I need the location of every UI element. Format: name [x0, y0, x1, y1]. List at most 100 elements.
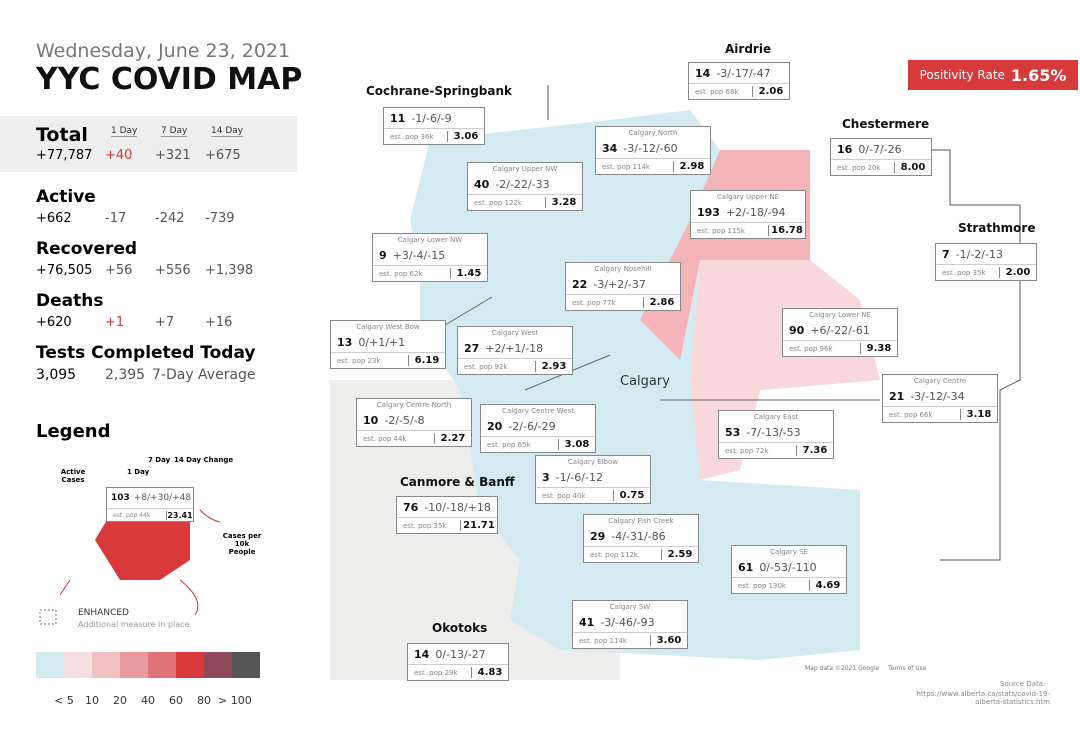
region-footer: est. pop 40k 0.75 [536, 487, 650, 503]
scale-label: < 5 [54, 694, 74, 707]
region-name: Calgary West [491, 329, 539, 337]
region-active: 21 [889, 389, 905, 403]
region-box: 11 -1/-6/-9 est. pop 36k 3.06 [383, 107, 485, 145]
positivity-badge: Positivity Rate 1.65% [908, 60, 1078, 90]
positivity-label: Positivity Rate [919, 68, 1005, 82]
region-rate: 1.45 [450, 268, 487, 279]
date: Wednesday, June 23, 2021 [36, 40, 291, 62]
legend-arrow [199, 509, 221, 523]
region-rate: 2.27 [434, 433, 471, 444]
region-changes: +2/-18/-94 [725, 205, 786, 219]
region-rate: 3.06 [447, 131, 484, 142]
region-pop: est. pop 40k [542, 491, 586, 500]
legend-day-label: 1 Day [127, 468, 150, 476]
region-pop: est. pop 66k [889, 410, 933, 419]
region-rate: 2.06 [752, 86, 789, 97]
legend-enhanced-note: Additional measure in place [78, 620, 190, 629]
legend-change-label: 14 Day Change [174, 456, 234, 464]
region-changes: -1/-2/-13 [955, 247, 1003, 261]
region-counts: 10 -2/-5/-8 [357, 410, 471, 430]
region-footer: est. pop 29k 4.83 [408, 664, 508, 680]
region-pop: est. pop 20k [837, 163, 881, 172]
region-rate: 21.71 [460, 520, 497, 531]
scale-label: 20 [113, 694, 127, 707]
region-counts: 34 -3/-12/-60 [596, 138, 710, 158]
region-box: Calgary Nosehill 22 -3/+2/-37 est. pop 77k 2… [565, 262, 681, 311]
region-footer: est. pop 130k 4.69 [732, 577, 846, 593]
region-box: Calgary Lower NW 9 +3/-4/-15 est. pop 62k 1.… [372, 233, 488, 282]
tests-average: 2,395 [105, 367, 146, 383]
region-name: Strathmore [958, 221, 1036, 235]
region-name: Calgary North [628, 129, 678, 137]
region-active: 41 [579, 615, 595, 629]
region-counts: 27 +2/+1/-18 [458, 338, 572, 358]
scale-swatch [176, 652, 204, 678]
legend-example-active: 103 [111, 493, 130, 503]
region-name: Calgary Fish Creek [608, 517, 674, 525]
legend-arrow [179, 579, 199, 616]
region-counts: 14 0/-13/-27 [408, 644, 508, 664]
region-active: 3 [542, 470, 550, 484]
region-footer: est. pop 96k 9.38 [783, 340, 897, 356]
stat-change: +1,398 [205, 263, 254, 278]
region-counts: 61 0/-53/-110 [732, 557, 846, 577]
region-rate: 3.18 [960, 409, 997, 420]
region-box: Calgary Centre West 20 -2/-6/-29 est. pop 6… [480, 404, 596, 453]
region-active: 20 [487, 419, 503, 433]
region-name: Calgary Lower NE [809, 311, 871, 319]
region-footer: est. pop 44k 2.27 [357, 430, 471, 446]
total-change: +321 [155, 148, 191, 163]
region-active: 29 [590, 529, 606, 543]
region-footer: est. pop 114k 3.60 [573, 632, 687, 648]
region-changes: 0/-7/-26 [858, 142, 902, 156]
region-box: Calgary SW 41 -3/-46/-93 est. pop 114k 3.60 [572, 600, 688, 649]
region-rate: 7.36 [796, 445, 833, 456]
region-box: Calgary North 34 -3/-12/-60 est. pop 114k 2.… [595, 126, 711, 175]
region-active: 14 [695, 66, 711, 80]
total-panel [0, 116, 297, 172]
region-footer: est. pop 92k 2.93 [458, 358, 572, 374]
stat-change: +556 [155, 263, 191, 278]
region-name: Cochrane-Springbank [366, 84, 512, 98]
region-counts: 29 -4/-31/-86 [584, 526, 698, 546]
region-counts: 21 -3/-12/-34 [883, 386, 997, 406]
region-pop: est. pop 92k [464, 362, 508, 371]
region-changes: -2/-22/-33 [495, 177, 550, 191]
legend-example-changes: +8/+30/+48 [133, 493, 192, 503]
region-pop: est. pop 23k [337, 356, 381, 365]
region-rate: 2.98 [673, 161, 710, 172]
region-changes: -2/-5/-8 [384, 413, 425, 427]
region-name: Calgary Lower NW [397, 236, 463, 244]
region-box: Calgary Fish Creek 29 -4/-31/-86 est. pop 1… [583, 514, 699, 563]
region-footer: est. pop 66k 3.18 [883, 406, 997, 422]
region-footer: est. pop 20k 8.00 [831, 159, 931, 175]
region-counts: 11 -1/-6/-9 [384, 108, 484, 128]
scale-label: 10 [85, 694, 99, 707]
region-counts: 16 0/-7/-26 [831, 139, 931, 159]
region-changes: 0/-53/-110 [759, 560, 817, 574]
region-pop: est. pop 122k [474, 198, 522, 207]
region-counts: 14 -3/-17/-47 [689, 63, 789, 83]
region-box: Calgary Upper NW 40 -2/-22/-33 est. pop 122… [467, 162, 583, 211]
region-box: 76 -10/-18/+18 est. pop 35k 21.71 [396, 496, 498, 534]
stat-change: +1 [105, 315, 125, 330]
stat-change: +56 [105, 263, 133, 278]
region-pop: est. pop 96k [789, 344, 833, 353]
region-counts: 41 -3/-46/-93 [573, 612, 687, 632]
scale-swatch [92, 652, 120, 678]
attribution: Map data ©2021 Google [805, 665, 880, 672]
stat-change: -17 [105, 211, 127, 226]
region-changes: 0/+1/+1 [358, 335, 406, 349]
region-pop: est. pop 35k [403, 521, 447, 530]
region-pop: est. pop 29k [414, 668, 458, 677]
stat-label: Active [36, 187, 96, 207]
region-rate: 3.60 [650, 635, 687, 646]
region-pop: est. pop 65k [487, 440, 531, 449]
scale-swatch [120, 652, 148, 678]
stat-change: +16 [205, 315, 233, 330]
region-active: 40 [474, 177, 490, 191]
region-rate: 2.86 [643, 297, 680, 308]
total-column: 1 Day [111, 126, 138, 137]
scale-label: 40 [141, 694, 155, 707]
region-box: 7 -1/-2/-13 est. pop 35k 2.00 [935, 243, 1037, 281]
